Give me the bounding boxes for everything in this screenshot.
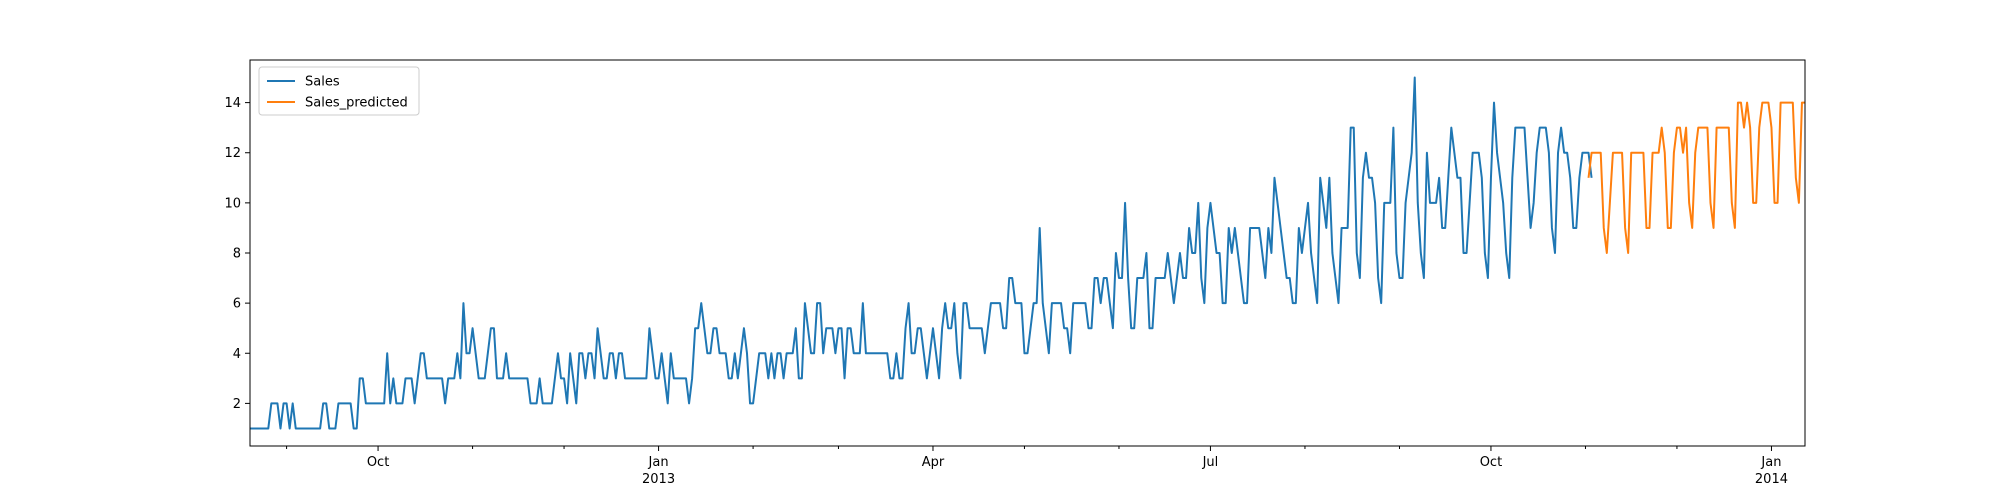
x-tick-label: Apr bbox=[922, 455, 945, 470]
x-tick-label: Oct bbox=[1480, 455, 1502, 470]
legend: Sales Sales_predicted bbox=[258, 66, 420, 116]
x-tick-label: Jan bbox=[1760, 455, 1781, 470]
x-tick-sublabel: 2014 bbox=[1755, 472, 1788, 487]
y-tick-label: 2 bbox=[233, 397, 241, 412]
y-axis: 2 4 6 8 10 12 14 bbox=[224, 96, 250, 412]
y-tick-label: 4 bbox=[233, 347, 241, 362]
y-tick-label: 10 bbox=[224, 196, 241, 211]
x-tick-label: Oct bbox=[367, 455, 389, 470]
series-line-sales bbox=[250, 76, 1593, 430]
x-tick-sublabel: 2013 bbox=[642, 472, 675, 487]
legend-label: Sales_predicted bbox=[305, 96, 408, 111]
legend-box bbox=[258, 66, 420, 116]
y-tick-label: 14 bbox=[224, 96, 241, 111]
y-tick-label: 6 bbox=[233, 297, 241, 312]
series-layer bbox=[250, 76, 1805, 430]
y-tick-label: 12 bbox=[224, 146, 241, 161]
series-line-sales-predicted bbox=[1587, 101, 1805, 254]
y-tick-label: 8 bbox=[233, 247, 241, 262]
x-axis: Oct Jan 2013 Apr Jul Oct Jan 2014 bbox=[286, 446, 1788, 487]
x-tick-label: Jul bbox=[1202, 455, 1219, 470]
x-tick-label: Jan bbox=[648, 455, 669, 470]
legend-label: Sales bbox=[305, 75, 340, 90]
